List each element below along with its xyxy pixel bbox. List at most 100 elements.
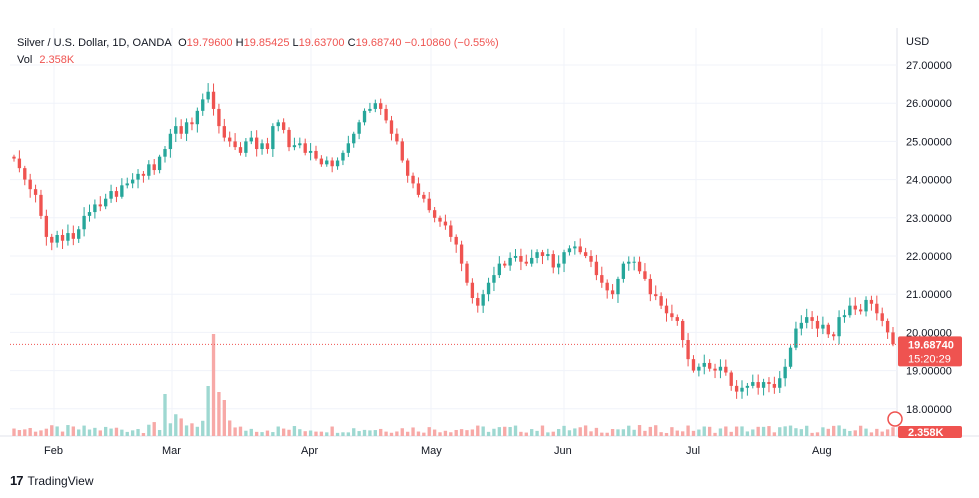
volume-bar: [195, 426, 200, 436]
volume-bar: [190, 423, 194, 436]
high-label: H: [235, 37, 244, 49]
candle-body: [384, 108, 388, 121]
candle-body: [718, 366, 723, 371]
volume-bars: [12, 334, 895, 436]
volume-bar: [610, 429, 615, 436]
candle-body: [799, 322, 803, 329]
volume-bar: [179, 418, 183, 436]
volume-value: 2.358K: [39, 54, 75, 66]
candle-body: [271, 126, 275, 150]
volume-bar: [621, 429, 626, 436]
volume-bar: [308, 430, 313, 436]
candle-body: [788, 347, 793, 367]
candle-body: [233, 141, 237, 148]
volume-bar: [93, 427, 97, 436]
candle-body: [583, 252, 588, 256]
candle-body: [98, 204, 102, 207]
candle-body: [314, 150, 318, 159]
volume-bar: [821, 427, 825, 436]
candle-body: [244, 141, 248, 153]
change-value: −0.10860 (−0.55%): [404, 37, 499, 49]
candle-body: [352, 133, 356, 144]
volume-bar: [265, 430, 270, 436]
candle-body: [605, 282, 609, 291]
candle-body: [184, 122, 189, 134]
candle-body: [864, 299, 868, 312]
time-tick-label: Jun: [554, 445, 572, 457]
candle-body: [772, 383, 777, 388]
volume-bar: [244, 430, 248, 436]
candle-body: [319, 158, 324, 165]
volume-bar: [23, 429, 27, 436]
volume-bar: [384, 431, 388, 436]
candle-body: [686, 340, 690, 360]
candle-body: [438, 217, 442, 222]
volume-bar: [168, 423, 173, 436]
volume-bar: [50, 425, 54, 436]
volume-bar: [254, 431, 259, 436]
close-label: C: [347, 37, 356, 49]
candle-body: [621, 263, 626, 279]
volume-bar: [519, 431, 523, 436]
candle-body: [869, 299, 874, 304]
volume-bar: [341, 432, 345, 436]
volume-bar: [810, 432, 814, 436]
volume-bar: [767, 426, 771, 436]
grid-lines: 27.00000 26.00000 25.00000 24.00000 23.00000…: [0, 28, 979, 457]
volume-bar: [395, 431, 399, 436]
candle-body: [416, 183, 421, 195]
candle-body: [211, 91, 216, 109]
candle-body: [125, 183, 129, 186]
volume-bar: [681, 431, 685, 436]
volume-bar: [66, 425, 70, 436]
time-tick-label: Apr: [301, 445, 318, 457]
candle-body: [373, 103, 377, 109]
volume-bar: [271, 432, 275, 436]
last-price-tag: [898, 336, 962, 367]
branding[interactable]: 17 TradingView: [10, 473, 94, 488]
volume-bar: [71, 426, 75, 436]
volume-bar: [788, 425, 793, 436]
volume-bar: [535, 430, 539, 436]
volume-bar: [783, 426, 787, 436]
volume-bar: [319, 431, 324, 436]
volume-bar: [44, 428, 49, 436]
candle-body: [654, 294, 658, 297]
candle-body: [411, 175, 415, 184]
candle-body: [238, 147, 243, 153]
volume-bar: [573, 428, 577, 436]
volume-bar: [761, 426, 766, 436]
candle-body: [217, 108, 221, 127]
candle-body: [265, 143, 270, 150]
candle-body: [395, 133, 399, 142]
candle-body: [535, 252, 539, 258]
volume-bar: [492, 428, 496, 436]
candle-body: [497, 263, 502, 276]
volume-bar: [751, 429, 755, 436]
price-tick-label: 24.00000: [906, 175, 952, 187]
volume-bar: [98, 430, 102, 436]
candle-body: [664, 305, 669, 314]
candle-body: [141, 173, 146, 176]
candle-body: [130, 179, 135, 184]
candle-body: [600, 275, 604, 283]
candle-body: [891, 332, 895, 345]
candle-body: [783, 366, 787, 379]
candle-body: [486, 282, 491, 295]
candle-body: [627, 261, 631, 264]
candle-body: [281, 122, 286, 130]
candle-body: [794, 328, 798, 348]
candle-body: [519, 256, 523, 262]
candle-body: [66, 233, 70, 241]
candle-body: [702, 362, 706, 367]
candle-body: [530, 257, 534, 264]
candle-body: [832, 334, 836, 337]
price-tick-label: 23.00000: [906, 213, 952, 225]
volume-bar: [627, 425, 631, 436]
chart-legend: Silver / U.S. Dollar, 1D, OANDA O19.7960…: [17, 35, 499, 69]
volume-bar: [632, 429, 636, 436]
volume-bar: [314, 431, 318, 436]
volume-bar: [869, 432, 874, 436]
